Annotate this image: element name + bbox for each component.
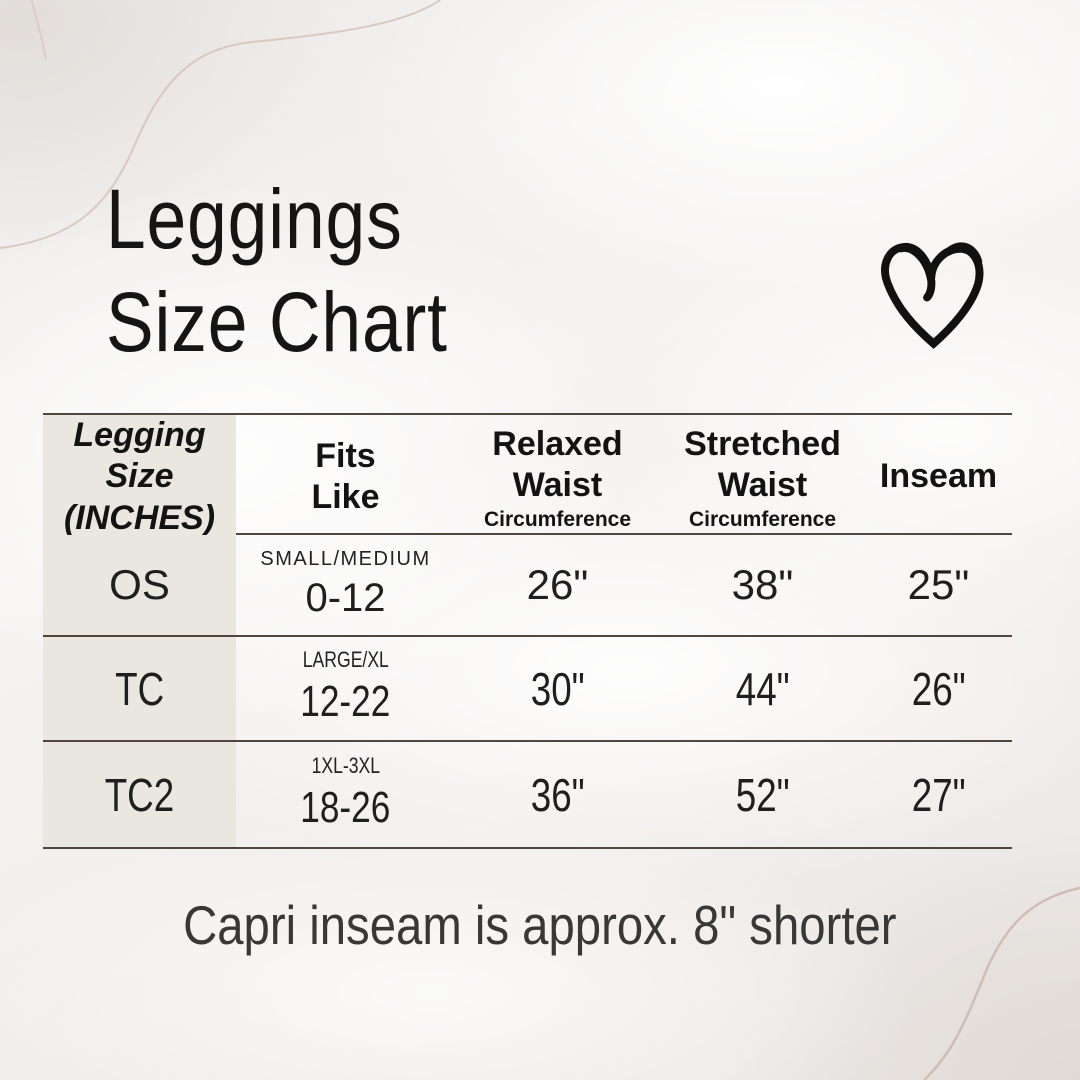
- cell-stretched-waist: 38": [660, 535, 865, 635]
- header-cell-relaxed-waist: Relaxed Waist Circumference: [455, 415, 660, 539]
- table-header-row: Legging Size (INCHES) Fits Like Relaxed …: [43, 415, 1012, 540]
- cell-relaxed-waist: 30": [455, 637, 660, 740]
- table-row-tc2: TC2 1XL-3XL 18-26 36" 52" 27": [43, 742, 1012, 849]
- header-inseam: Inseam: [879, 457, 998, 496]
- header-legging-size-line2: (INCHES): [63, 498, 216, 537]
- cell-fits-like: SMALL/MEDIUM 0-12: [236, 535, 455, 635]
- size-value: TC2: [104, 768, 175, 821]
- relaxed-waist-value: 30": [530, 662, 585, 715]
- header-fits-line1: Fits: [315, 436, 376, 475]
- cell-inseam: 25": [865, 535, 1012, 635]
- relaxed-waist-value: 26": [526, 561, 589, 608]
- stretched-waist-value: 52": [735, 768, 790, 821]
- header-cell-inseam: Inseam: [865, 415, 1012, 539]
- fits-like-range: 12-22: [300, 677, 391, 727]
- header-relaxed-line1: Relaxed: [492, 424, 623, 463]
- cell-stretched-waist: 52": [660, 742, 865, 847]
- header-stretched-line2: Waist: [717, 466, 808, 505]
- cell-size: TC2: [43, 742, 236, 847]
- cell-relaxed-waist: 26": [455, 535, 660, 635]
- decor-line-top-left: [30, 0, 47, 61]
- stretched-waist-value: 38": [731, 561, 794, 608]
- header-stretched-line1: Stretched: [684, 424, 841, 463]
- header-stretched-sub: Circumference: [688, 507, 837, 531]
- header-cell-stretched-waist: Stretched Waist Circumference: [660, 415, 865, 539]
- capri-inseam-note-text: Capri inseam is approx. 8" shorter: [183, 894, 897, 956]
- table-row-os: OS SMALL/MEDIUM 0-12 26" 38" 25": [43, 535, 1012, 637]
- fits-like-range: 18-26: [300, 783, 391, 833]
- heart-icon: [881, 242, 984, 349]
- cell-relaxed-waist: 36": [455, 742, 660, 847]
- header-relaxed-sub: Circumference: [483, 507, 632, 531]
- cell-inseam: 27": [865, 742, 1012, 847]
- header-cell-fits-like: Fits Like: [236, 415, 455, 539]
- stretched-waist-value: 44": [735, 662, 790, 715]
- inseam-value: 27": [911, 768, 966, 821]
- page-title-line1: Leggings: [106, 172, 403, 266]
- size-table: Legging Size (INCHES) Fits Like Relaxed …: [43, 413, 1012, 849]
- fits-like-label: 1XL-3XL: [311, 753, 380, 778]
- relaxed-waist-value: 36": [530, 768, 585, 821]
- page-title: Leggings Size Chart: [106, 168, 448, 374]
- size-value: TC: [114, 662, 165, 715]
- header-cell-legging-size: Legging Size (INCHES): [43, 415, 236, 540]
- fits-like-label: LARGE/XL: [302, 647, 389, 672]
- fits-like-label: SMALL/MEDIUM: [260, 548, 431, 570]
- cell-stretched-waist: 44": [660, 637, 865, 740]
- page-title-line2: Size Chart: [106, 275, 448, 369]
- fits-like-range: 0-12: [305, 576, 386, 620]
- table-row-tc: TC LARGE/XL 12-22 30" 44" 26": [43, 637, 1012, 742]
- capri-inseam-note: Capri inseam is approx. 8" shorter: [0, 893, 1080, 957]
- cell-size: OS: [43, 535, 236, 635]
- header-legging-size-line1: Legging Size: [73, 416, 206, 496]
- cell-fits-like: LARGE/XL 12-22: [236, 637, 455, 740]
- header-fits-line2: Like: [311, 478, 380, 517]
- cell-size: TC: [43, 637, 236, 740]
- cell-fits-like: 1XL-3XL 18-26: [236, 742, 455, 847]
- inseam-value: 26": [911, 662, 966, 715]
- cell-inseam: 26": [865, 637, 1012, 740]
- size-value: OS: [109, 561, 170, 608]
- header-relaxed-line2: Waist: [512, 466, 603, 505]
- inseam-value: 25": [907, 561, 970, 608]
